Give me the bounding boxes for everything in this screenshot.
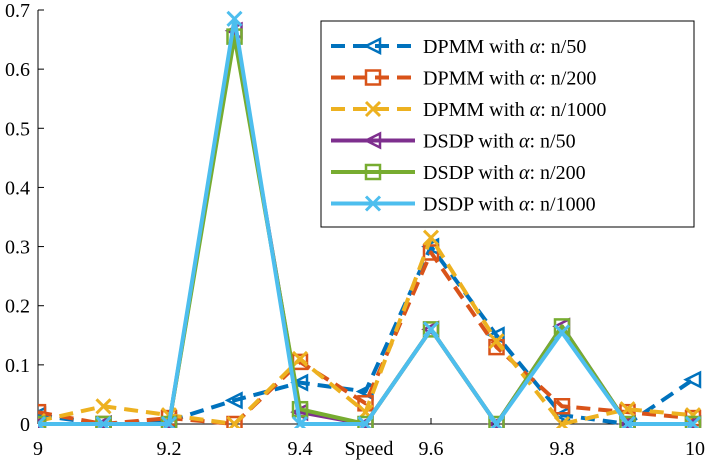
series-line bbox=[38, 244, 695, 426]
data-point-marker bbox=[553, 324, 571, 341]
x-tick-label: 9.8 bbox=[550, 438, 575, 460]
y-tick-label: 0.2 bbox=[5, 296, 30, 318]
y-tick-label: 0.4 bbox=[5, 177, 30, 199]
legend-label: DPMM with α: n/1000 bbox=[423, 99, 606, 121]
data-point-marker bbox=[488, 333, 505, 350]
legend-label: DSDP with α: n/1000 bbox=[423, 194, 596, 216]
data-point-marker bbox=[95, 398, 112, 415]
x-tick-label: 9.2 bbox=[157, 438, 182, 460]
legend: DPMM with α: n/50 DPMM with α: n/200 DPMM … bbox=[320, 20, 695, 228]
legend-entry: DPMM with α: n/1000 bbox=[331, 99, 606, 121]
legend-entry: DPMM with α: n/50 bbox=[331, 36, 586, 58]
tick-labels: 9 9.2 9.4 9.6 9.8 10 0 0.1 0.2 0.3 0.4 0.5 0.6 0.7 bbox=[5, 0, 705, 460]
data-point-marker bbox=[422, 229, 440, 246]
x-tick-label: 10 bbox=[685, 438, 705, 460]
data-point-marker bbox=[552, 406, 571, 425]
x-tick-label: 9.4 bbox=[288, 438, 313, 460]
data-point-marker bbox=[38, 415, 47, 428]
data-point-marker bbox=[553, 415, 571, 428]
y-tick-label: 0.5 bbox=[5, 118, 30, 140]
y-tick-label: 0.3 bbox=[5, 237, 30, 259]
data-point-marker bbox=[291, 350, 309, 368]
data-point-marker bbox=[290, 373, 309, 392]
legend-entry: DSDP with α: n/50 bbox=[331, 131, 576, 153]
legend-label: DSDP with α: n/50 bbox=[423, 131, 576, 153]
data-point-marker bbox=[357, 415, 374, 428]
series-6 bbox=[38, 10, 702, 428]
data-point-marker bbox=[95, 415, 112, 428]
data-point-marker bbox=[224, 391, 243, 410]
legend-entry: DPMM with α: n/200 bbox=[331, 68, 596, 90]
x-tick-label: 9.6 bbox=[419, 438, 444, 460]
x-axis-label: Speed bbox=[345, 438, 394, 460]
legend-swatch-marker bbox=[363, 36, 382, 56]
legend-swatch-marker bbox=[364, 69, 382, 86]
legend-box bbox=[320, 20, 695, 228]
legend-label: DPMM with α: n/50 bbox=[423, 36, 586, 58]
x-tick-label: 9 bbox=[33, 438, 43, 460]
legend-entry: DSDP with α: n/1000 bbox=[331, 194, 596, 216]
data-point-marker bbox=[226, 10, 243, 27]
legend-swatch-marker bbox=[364, 163, 382, 181]
data-point-marker bbox=[488, 415, 505, 428]
data-point-marker bbox=[422, 321, 440, 338]
data-point-marker bbox=[488, 415, 505, 428]
data-point-marker bbox=[683, 370, 702, 389]
series-layer bbox=[38, 10, 702, 428]
legend-label: DPMM with α: n/200 bbox=[423, 68, 596, 90]
data-point-marker bbox=[422, 321, 440, 338]
legend-swatch-marker bbox=[364, 195, 382, 212]
y-tick-label: 0.7 bbox=[5, 0, 30, 22]
legend-label: DSDP with α: n/200 bbox=[423, 162, 586, 184]
data-point-marker bbox=[38, 403, 47, 421]
legend-swatch-marker bbox=[364, 100, 382, 118]
data-point-marker bbox=[226, 415, 243, 428]
data-point-marker bbox=[160, 415, 178, 428]
legend-entry: DSDP with α: n/200 bbox=[331, 162, 586, 184]
data-point-marker bbox=[553, 398, 571, 415]
series-line bbox=[38, 250, 694, 426]
data-point-marker bbox=[684, 415, 702, 428]
data-point-marker bbox=[226, 415, 243, 428]
y-tick-label: 0.6 bbox=[5, 59, 30, 81]
y-tick-label: 0 bbox=[20, 414, 30, 436]
legend-swatch-marker bbox=[363, 131, 382, 150]
y-tick-label: 0.1 bbox=[5, 355, 30, 377]
data-point-marker bbox=[619, 415, 636, 428]
data-point-marker bbox=[291, 415, 309, 428]
series-2 bbox=[38, 244, 702, 428]
